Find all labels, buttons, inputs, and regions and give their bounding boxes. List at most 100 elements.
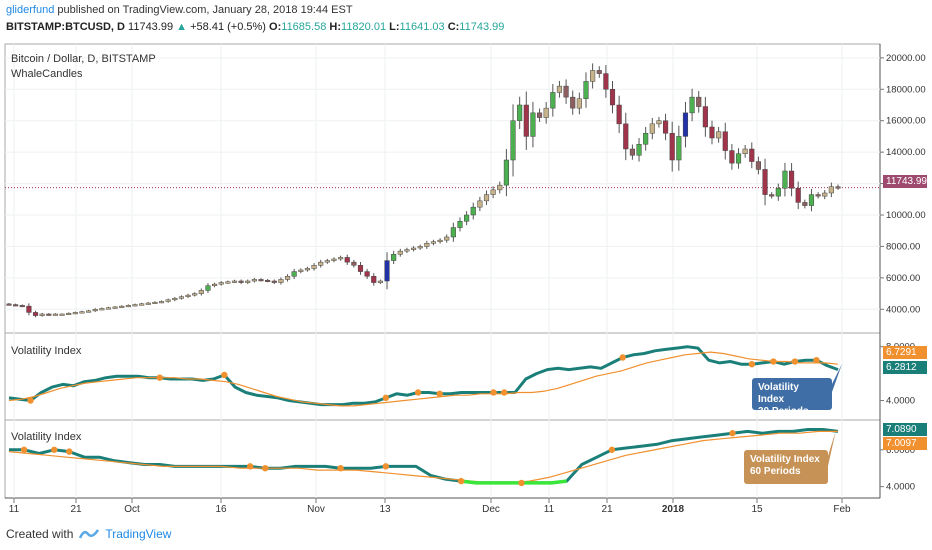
candle-body [802, 202, 808, 206]
candle-body [729, 150, 735, 164]
candle-body [371, 276, 377, 283]
cross-dot [748, 361, 756, 368]
candle-body [384, 260, 390, 282]
cross-dot [770, 358, 777, 365]
candle-body [125, 305, 131, 308]
low-value: 11641.03 [399, 21, 445, 33]
candle-body [72, 312, 78, 315]
candle-body [769, 194, 775, 197]
candle-body [583, 81, 589, 99]
pane-frame-0 [4, 43, 881, 334]
candle-body [165, 299, 171, 302]
candle-body [205, 285, 211, 291]
vol60-title[interactable]: Volatility Index [11, 431, 82, 443]
cross-dot [414, 389, 422, 396]
candle-body [178, 296, 185, 299]
candle-body [112, 306, 118, 309]
candle-body [669, 133, 675, 161]
candle-body [132, 304, 138, 307]
y-tick-label: 6000.00 [886, 273, 920, 284]
candle-body [464, 214, 470, 222]
change-up-icon: ▲ [176, 21, 188, 33]
candle-body [318, 261, 324, 266]
x-tick-label: 11 [544, 504, 555, 515]
vol60-orange-badge: 7.0097 [883, 437, 927, 450]
candle-body [291, 271, 297, 277]
candle-body [822, 192, 828, 197]
candle-body [689, 96, 695, 114]
candle-body [284, 276, 291, 280]
ohlc-line: BITSTAMP:BTCUSD, D 11743.99 ▲ +58.41 (+0… [6, 21, 504, 33]
candle-body [410, 247, 417, 250]
low-volatility-highlight [460, 479, 567, 485]
candle-body [258, 279, 264, 282]
candle-body [298, 269, 304, 272]
candle-body [470, 206, 476, 216]
high-value: 11820.01 [341, 21, 387, 33]
candle-body [225, 281, 231, 284]
candle-body [503, 159, 509, 186]
candle-body [716, 131, 722, 139]
candle-body [417, 246, 423, 249]
tradingview-brand-link[interactable]: TradingView [105, 527, 172, 541]
candle-body [304, 268, 311, 271]
y-tick-label: 20000.00 [886, 53, 926, 64]
vol60-teal-badge: 7.0890 [883, 423, 927, 436]
candle-body [32, 312, 39, 316]
candle-body [596, 70, 602, 74]
vol60-callout-pointer [828, 430, 836, 466]
indicator-name[interactable]: WhaleCandles [11, 68, 83, 80]
candle-body [324, 260, 330, 263]
x-tick-label: 15 [751, 504, 763, 515]
candle-body [457, 221, 463, 228]
candle-body [749, 148, 755, 162]
candle-body [99, 308, 105, 311]
candle-body [139, 303, 145, 306]
x-tick-label: Nov [307, 504, 325, 515]
vol60-callout-line1: Volatility Index [750, 454, 820, 465]
vol60-callout: Volatility Index 60 Periods [744, 450, 828, 484]
y-tick-label: 4.0000 [886, 396, 915, 407]
candle-body [722, 131, 728, 151]
y-tick-label: 4000.00 [886, 304, 920, 315]
cross-dot [66, 448, 73, 455]
candle-body [59, 313, 65, 316]
x-tick-label: Dec [482, 504, 500, 515]
candle-body [119, 305, 125, 308]
last-price-badge: 11743.99 [883, 175, 927, 188]
candle-body [530, 112, 536, 137]
candle-body [145, 302, 151, 305]
candle-body [19, 305, 25, 308]
vol30-title[interactable]: Volatility Index [11, 345, 82, 357]
candle-body [158, 301, 165, 304]
cross-dot [337, 465, 344, 472]
symbol-label: BITSTAMP:BTCUSD, D [6, 21, 125, 33]
vol60-callout-line2: 60 Periods [750, 466, 801, 477]
candle-body [437, 239, 443, 242]
candle-body [331, 258, 337, 261]
candle-body [444, 236, 450, 241]
candle-body [815, 194, 821, 197]
candle-body [563, 85, 569, 98]
candle-body [192, 293, 198, 296]
x-tick-label: 13 [379, 504, 391, 515]
vol30-callout-line1: Volatility Index [758, 382, 799, 405]
cross-dot [813, 356, 820, 364]
candle-body [357, 265, 364, 272]
footer: Created with TradingView [6, 527, 171, 541]
candle-body [709, 126, 715, 139]
high-label: H: [329, 21, 342, 33]
cross-dot [382, 463, 390, 470]
candle-body [742, 148, 748, 154]
candle-body [623, 123, 629, 150]
candle-body [105, 307, 112, 310]
cross-dot [791, 358, 799, 365]
candle-body [643, 133, 649, 145]
candle-body [696, 96, 702, 107]
candle-body [629, 148, 635, 156]
vol30-callout: Volatility Index 30 Periods [752, 378, 832, 417]
candle-body [397, 250, 403, 255]
author-link[interactable]: gliderfund [6, 4, 55, 16]
candle-body [556, 85, 563, 93]
